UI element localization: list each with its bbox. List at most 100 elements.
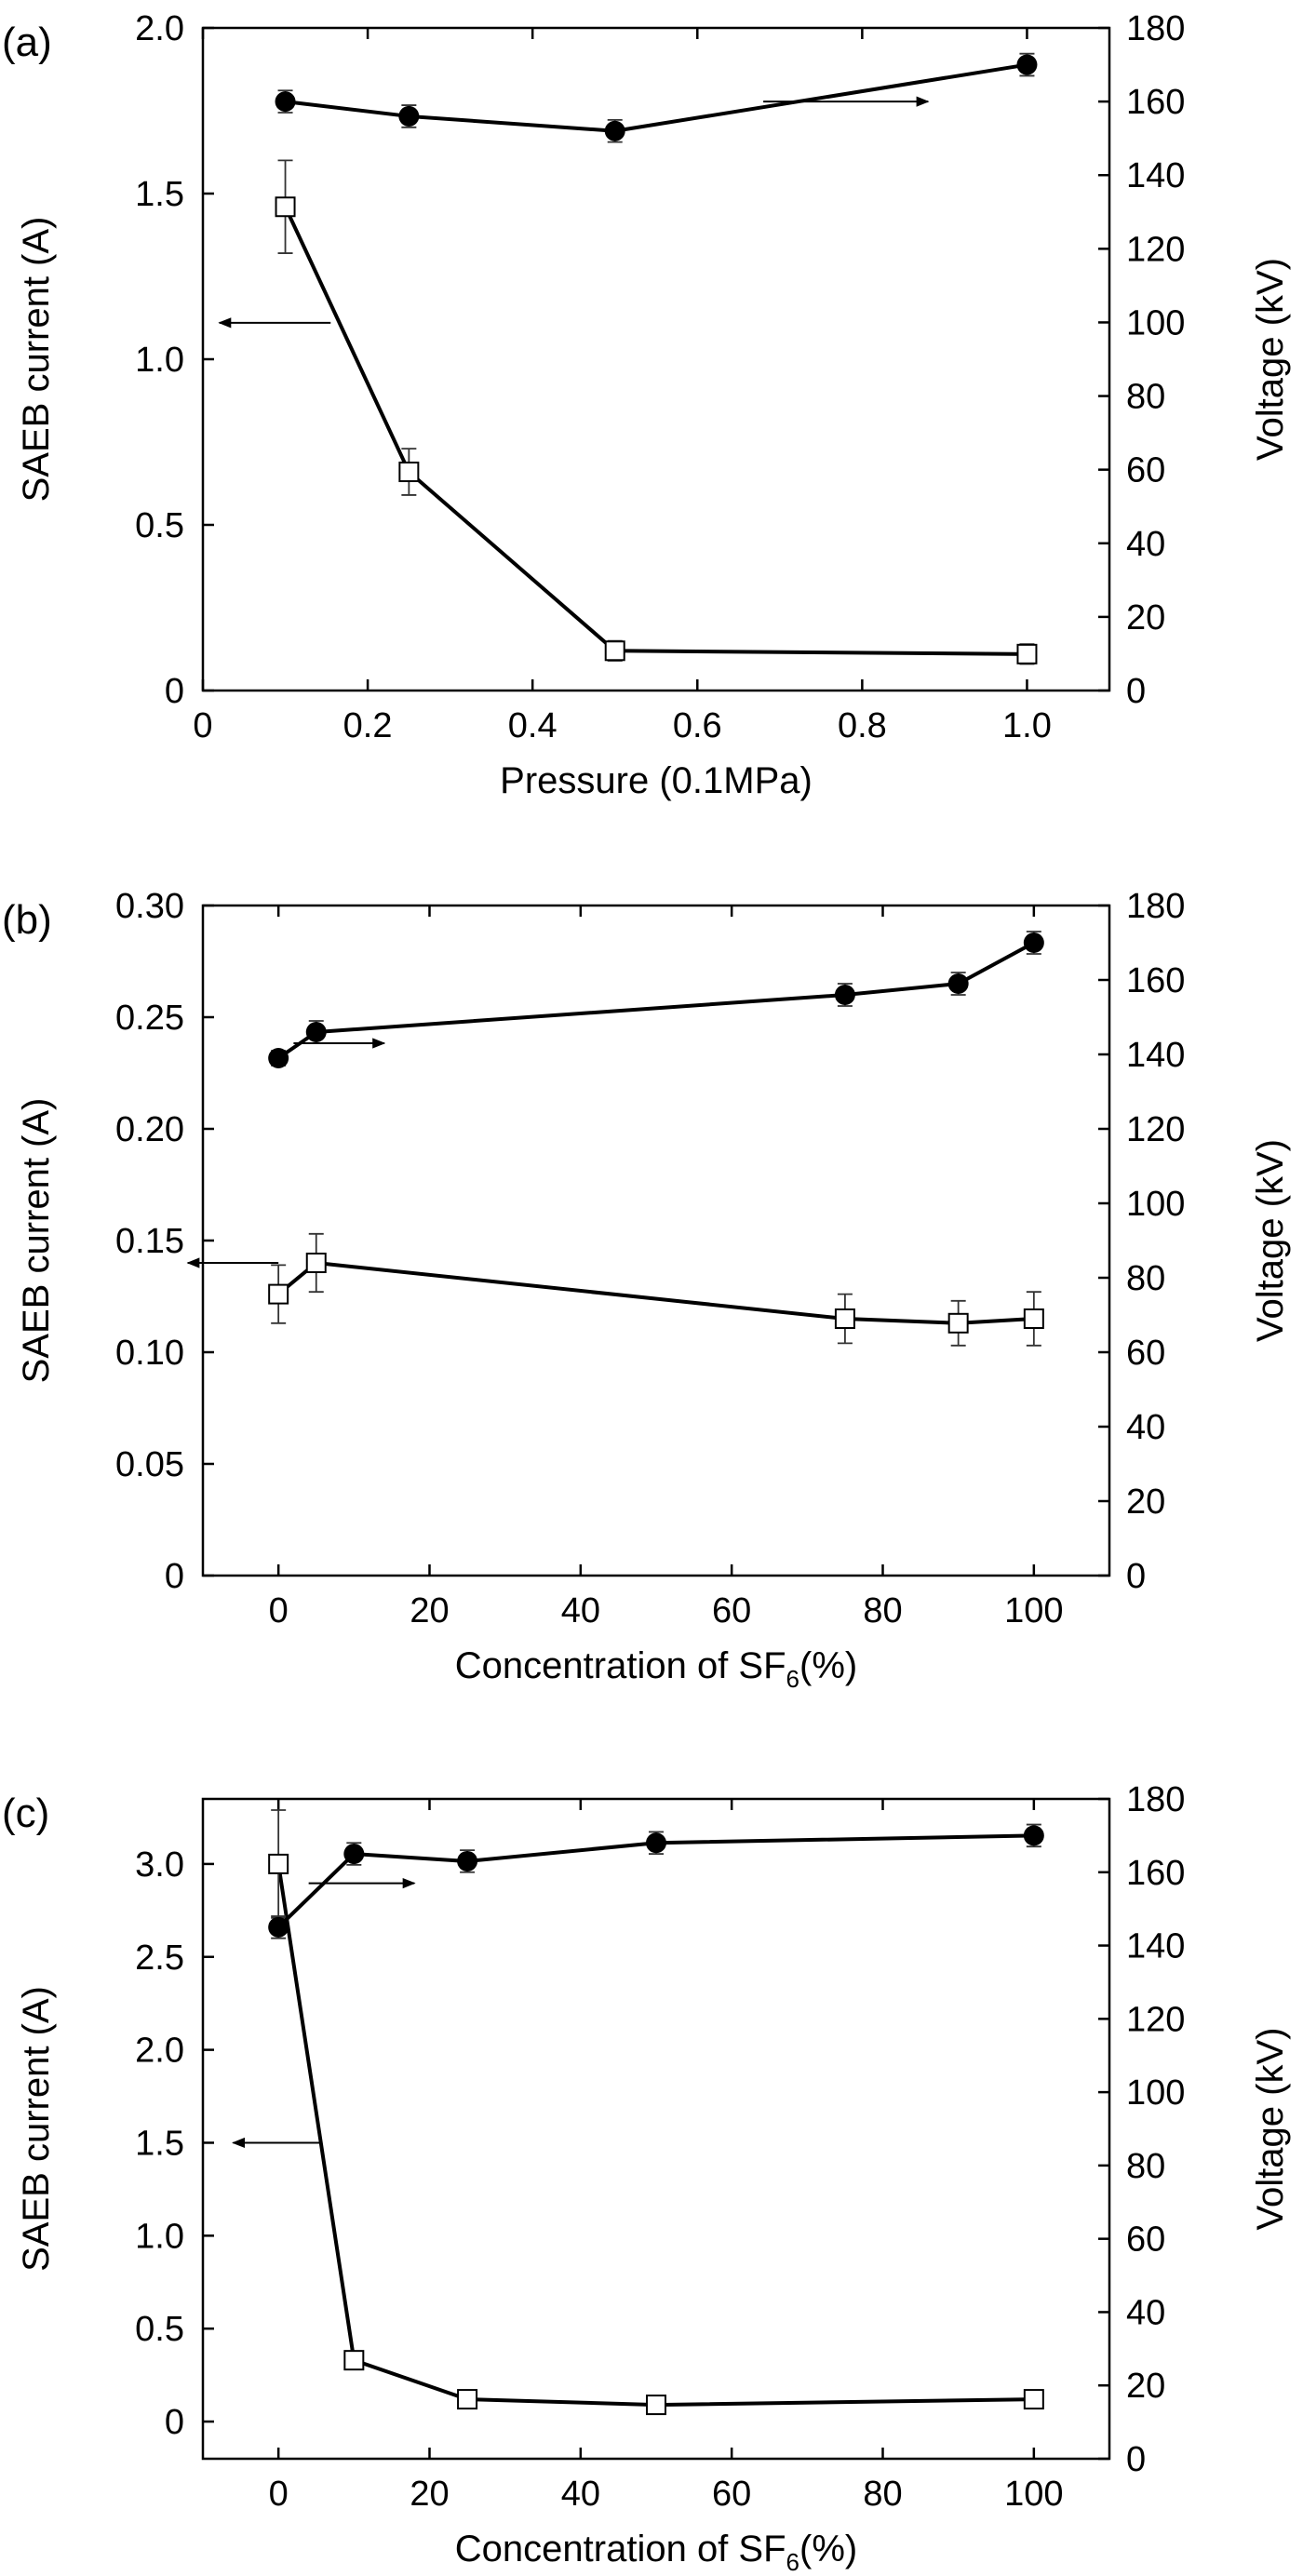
x-tick-label: 0 [193, 706, 212, 745]
series-line-right [277, 941, 1035, 1060]
data-point-square [398, 462, 420, 483]
y-axis-title-right: Voltage (kV) [1250, 258, 1291, 461]
panel-label: (b) [2, 897, 52, 943]
x-tick-label: 1.0 [1002, 706, 1052, 745]
data-point-circle [457, 1850, 478, 1872]
data-point-circle [398, 105, 420, 127]
data-point-square [834, 1308, 855, 1329]
y-tick-label-right: 120 [1126, 2000, 1185, 2039]
x-tick-label: 0 [269, 1591, 289, 1630]
y-tick-label-left: 2.0 [135, 2032, 184, 2071]
y-tick-label-right: 20 [1126, 598, 1165, 637]
y-tick-label-right: 180 [1126, 887, 1185, 926]
x-axis-title: Pressure (0.1MPa) [500, 760, 813, 801]
y-tick-label-right: 180 [1126, 1780, 1185, 1819]
x-axis-title: Concentration of SF6(%) [455, 1645, 857, 1693]
x-axis-title-tail: (%) [799, 1645, 857, 1686]
y-tick-label-right: 180 [1126, 9, 1185, 48]
y-tick-label-right: 160 [1126, 1854, 1185, 1893]
y-tick-label-right: 40 [1126, 525, 1165, 564]
data-point-square [305, 1253, 327, 1273]
x-axis-title-text: Pressure (0.1MPa) [500, 760, 813, 801]
y-tick-label-left: 1.5 [135, 2124, 184, 2163]
x-tick-label: 0 [269, 2475, 289, 2514]
data-point-square [268, 1283, 289, 1305]
data-point-circle [1016, 54, 1038, 75]
y-tick-label-right: 20 [1126, 1483, 1165, 1522]
x-axis-title-text: Concentration of SF [455, 1645, 786, 1686]
data-point-square [275, 196, 296, 218]
y-tick-label-right: 80 [1126, 378, 1165, 417]
data-point-square [604, 640, 625, 662]
data-point-circle [947, 973, 969, 994]
data-point-circle [343, 1844, 365, 1865]
x-tick-label: 20 [410, 1591, 449, 1630]
x-axis-title-text: Concentration of SF [455, 2529, 786, 2569]
x-tick-label: 100 [1004, 1591, 1063, 1630]
y-tick-label-right: 160 [1126, 83, 1185, 122]
data-point-circle [1023, 1825, 1044, 1846]
x-tick-label: 40 [561, 1591, 600, 1630]
y-tick-label-right: 60 [1126, 2220, 1165, 2260]
data-point-square [1023, 1308, 1044, 1329]
y-axis-title-left: SAEB current (A) [16, 1986, 57, 2272]
y-axis-title-right: Voltage (kV) [1250, 2028, 1291, 2231]
y-tick-label-right: 120 [1126, 230, 1185, 269]
plot-frame [201, 26, 1111, 692]
chart-panel-1: (a) 0 0.2 0.4 0.6 0.8 1.0 0 0.5 1.0 1.5 2.0 0 20 40 60 8… [2, 9, 1291, 801]
y-axis-title-left: SAEB current (A) [16, 1098, 57, 1384]
data-point-circle [275, 91, 296, 113]
series-line-left [276, 1261, 1034, 1325]
chart-panel-3: (c) 0 20 40 60 80 100 0 0.5 1.0 1.5 2.0 2.5 3.0 0 20 40 6… [2, 1780, 1291, 2576]
y-tick-label-right: 40 [1126, 2293, 1165, 2332]
y-tick-label-right: 100 [1126, 2073, 1185, 2113]
x-axis-title-subscript: 6 [786, 2548, 799, 2576]
x-axis-title-subscript: 6 [786, 1665, 799, 1693]
y-tick-label-left: 0.5 [135, 506, 184, 545]
y-tick-label-left: 0.25 [115, 999, 184, 1038]
plot-frame [201, 1797, 1111, 2461]
y-tick-label-left: 1.0 [135, 341, 184, 380]
data-point-circle [834, 985, 855, 1005]
series-line-right [285, 62, 1028, 133]
y-tick-label-left: 0 [165, 2403, 184, 2442]
y-tick-label-right: 20 [1126, 2367, 1165, 2406]
data-point-circle [604, 120, 625, 141]
y-tick-label-right: 0 [1126, 1557, 1146, 1596]
data-point-circle [646, 1832, 666, 1854]
y-tick-label-left: 0.15 [115, 1222, 184, 1261]
x-tick-label: 80 [863, 1591, 902, 1630]
y-tick-label-right: 0 [1126, 672, 1146, 711]
y-tick-label-right: 140 [1126, 1927, 1185, 1966]
x-tick-label: 0.8 [838, 706, 887, 745]
y-tick-label-right: 60 [1126, 451, 1165, 490]
y-tick-label-left: 0 [165, 1557, 184, 1596]
x-axis-title: Concentration of SF6(%) [455, 2529, 857, 2576]
x-tick-label: 60 [712, 2475, 751, 2514]
y-tick-label-left: 1.5 [135, 175, 184, 214]
y-tick-label-left: 0.10 [115, 1334, 184, 1373]
y-tick-label-right: 140 [1126, 1036, 1185, 1075]
x-tick-label: 0.2 [343, 706, 393, 745]
y-tick-label-right: 140 [1126, 156, 1185, 195]
data-point-square [1023, 2389, 1044, 2410]
y-axis-title-left: SAEB current (A) [16, 217, 57, 503]
panel-label: (a) [2, 20, 52, 65]
y-tick-label-left: 0 [165, 672, 184, 711]
x-axis-title-tail: (%) [799, 2529, 857, 2569]
x-tick-label: 80 [863, 2475, 902, 2514]
y-tick-label-left: 0.05 [115, 1445, 184, 1484]
data-point-circle [305, 1022, 327, 1042]
data-point-square [947, 1312, 969, 1334]
y-tick-label-right: 120 [1126, 1110, 1185, 1149]
data-point-square [646, 2395, 666, 2416]
x-tick-label: 60 [712, 1591, 751, 1630]
x-tick-label: 0.6 [673, 706, 722, 745]
x-tick-label: 0.4 [508, 706, 557, 745]
data-point-circle [268, 1916, 289, 1938]
data-point-square [1016, 643, 1038, 664]
y-tick-label-right: 100 [1126, 303, 1185, 342]
y-tick-label-left: 1.0 [135, 2217, 184, 2256]
y-tick-label-right: 80 [1126, 2147, 1165, 2186]
